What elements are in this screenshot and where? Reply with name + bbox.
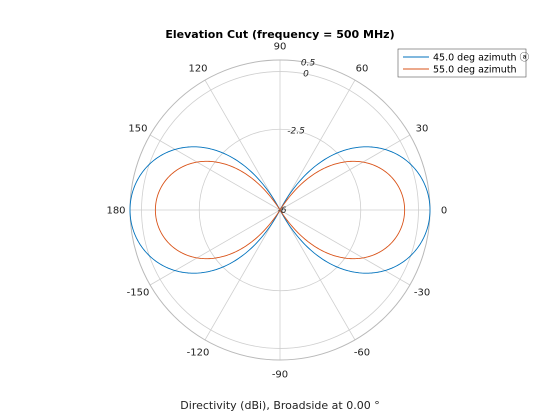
angle-tick-label: 30 (416, 124, 429, 135)
radial-tick-label: -2.5 (287, 126, 305, 136)
angle-tick-label: 90 (274, 42, 287, 53)
angle-tick-label: -90 (272, 370, 288, 381)
angle-tick-label: 60 (356, 63, 369, 74)
angle-tick-label: -60 (354, 348, 370, 359)
series-line-55-deg-azimuth (154, 160, 406, 260)
grid-spoke (279, 209, 411, 286)
radial-tick-label: 0 (303, 70, 309, 80)
legend-entry-55-deg: 55.0 deg azimuth (433, 65, 517, 76)
series-line-45-deg-azimuth (129, 146, 431, 274)
angle-tick-label: 150 (128, 124, 147, 135)
angle-tick-label: 120 (188, 63, 207, 74)
angle-tick-label: -30 (414, 288, 430, 299)
legend-box[interactable] (397, 48, 527, 78)
angle-tick-label: 180 (106, 206, 125, 217)
grid-spoke (279, 134, 411, 211)
angle-tick-label: 0 (441, 206, 447, 217)
x-axis-label: Directivity (dBi), Broadside at 0.00 ° (180, 399, 379, 412)
grid-ring (198, 128, 362, 292)
angle-tick-label: -150 (127, 288, 150, 299)
grid-spoke (149, 134, 281, 211)
grid-ring (141, 71, 419, 349)
legend-entry-45-deg: 45.0 deg azimuth ⓐ (433, 53, 530, 64)
grid-spoke (204, 79, 281, 211)
series-layer (129, 146, 431, 274)
axis-labels: 0 30 60 90 120 150 180 -150 -120 -90 -60 -30 -6 -2.5 0… (106, 42, 447, 381)
legend[interactable]: 45.0 deg azimuth ⓐ 55.0 deg azimuth (397, 48, 530, 78)
radial-tick-label: 0.5 (301, 58, 316, 68)
grid-spoke (279, 79, 356, 211)
chart-title: Elevation Cut (frequency = 500 MHz) (165, 28, 394, 41)
grid-spoke (149, 209, 281, 286)
radial-tick-label: -6 (278, 206, 287, 216)
angle-tick-label: -120 (187, 348, 210, 359)
grid-spoke (279, 209, 356, 341)
grid-spoke (204, 209, 281, 341)
